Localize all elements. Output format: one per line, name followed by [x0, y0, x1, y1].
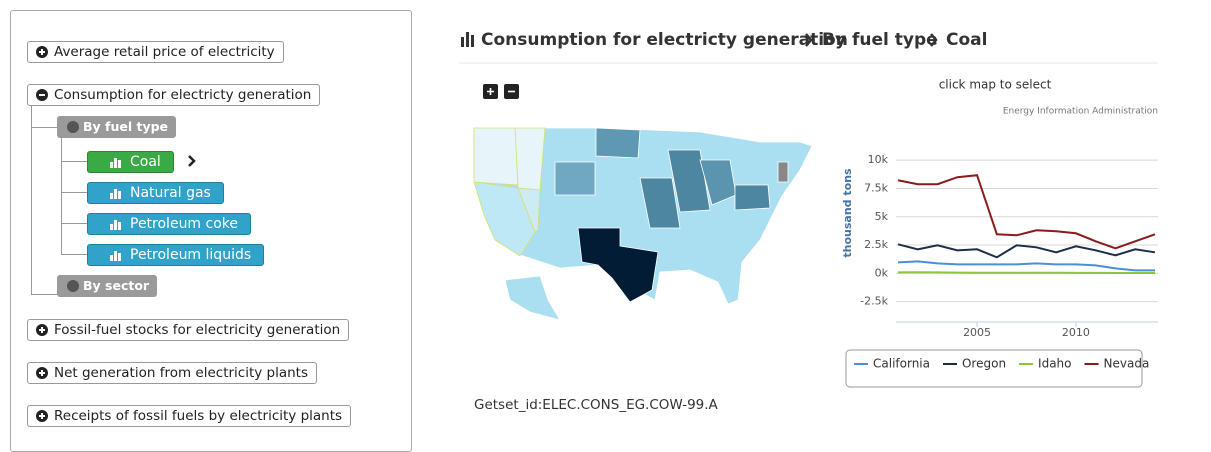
group-button[interactable]: By fuel type [57, 116, 177, 138]
chart-icon [461, 32, 474, 47]
breadcrumb: Consumption for electricty generation [481, 30, 848, 50]
menu-label: Consumption for electricty generation [54, 87, 312, 103]
tree-line [61, 192, 87, 193]
zoom-controls[interactable] [483, 84, 519, 99]
menu-item[interactable]: Consumption for electricty generation [27, 84, 321, 106]
breadcrumb[interactable]: By fuel type [822, 30, 938, 50]
fuel-button[interactable]: Petroleum coke [87, 213, 252, 235]
us-map[interactable] [473, 127, 813, 321]
y-tick-label: 5k [875, 210, 889, 223]
y-tick-label: -2.5k [860, 295, 888, 308]
breadcrumb: Coal [946, 30, 987, 50]
group-button[interactable]: By sector [57, 275, 158, 297]
breadcrumb-sep [805, 33, 813, 47]
menu-label: Average retail price of electricity [54, 44, 275, 60]
fuel-button[interactable]: Petroleum liquids [87, 244, 265, 266]
legend-label: Oregon [962, 357, 1006, 371]
fuel-label: Petroleum liquids [130, 247, 252, 263]
menu-label: Net generation from electricity plants [54, 365, 309, 381]
y-tick-label: 2.5k [864, 238, 888, 251]
series-line [897, 271, 1155, 275]
fuel-label: Natural gas [130, 185, 211, 201]
sidebar: Average retail price of electricity Cons… [10, 10, 412, 452]
y-tick-label: 7.5k [864, 181, 888, 194]
tree-line [31, 106, 32, 294]
getset-id: Getset_id:ELEC.CONS_EG.COW-99.A [474, 397, 719, 413]
legend-label: California [873, 357, 930, 371]
tree-line [61, 161, 87, 162]
tree-line [31, 127, 57, 128]
series-line [897, 174, 1156, 250]
menu-item[interactable]: Receipts of fossil fuels by electricity … [27, 405, 352, 427]
x-tick-label: 2010 [1062, 326, 1090, 339]
y-tick-label: 10k [868, 153, 889, 166]
legend-label: Nevada [1104, 357, 1150, 371]
fuel-label: Coal [130, 154, 161, 170]
chart-credit: Energy Information Administration [1003, 107, 1158, 117]
series-line [897, 260, 1155, 272]
menu-item[interactable]: Average retail price of electricity [27, 41, 284, 63]
fuel-button[interactable]: Coal [87, 151, 174, 173]
y-tick-label: 0k [875, 266, 889, 279]
map-hint: click map to select [939, 78, 1052, 92]
fuel-label: Petroleum coke [130, 216, 239, 232]
menu-item[interactable]: Net generation from electricity plants [27, 362, 318, 384]
fuel-button[interactable]: Natural gas [87, 182, 224, 204]
legend-label: Idaho [1038, 357, 1071, 371]
menu-label: Fossil-fuel stocks for electricity gener… [54, 322, 341, 338]
y-axis-label: thousand tons [841, 168, 854, 258]
legend [845, 349, 1143, 388]
tree-line [61, 138, 62, 255]
menu-item[interactable]: Fossil-fuel stocks for electricity gener… [27, 319, 350, 341]
series-line [897, 243, 1156, 259]
tree-line [61, 254, 87, 255]
chevron [188, 155, 196, 167]
tree-line [61, 223, 87, 224]
x-tick-label: 2005 [963, 326, 991, 339]
breadcrumb-sep [930, 33, 938, 47]
tree-line [31, 294, 57, 295]
menu-label: Receipts of fossil fuels by electricity … [54, 408, 343, 424]
